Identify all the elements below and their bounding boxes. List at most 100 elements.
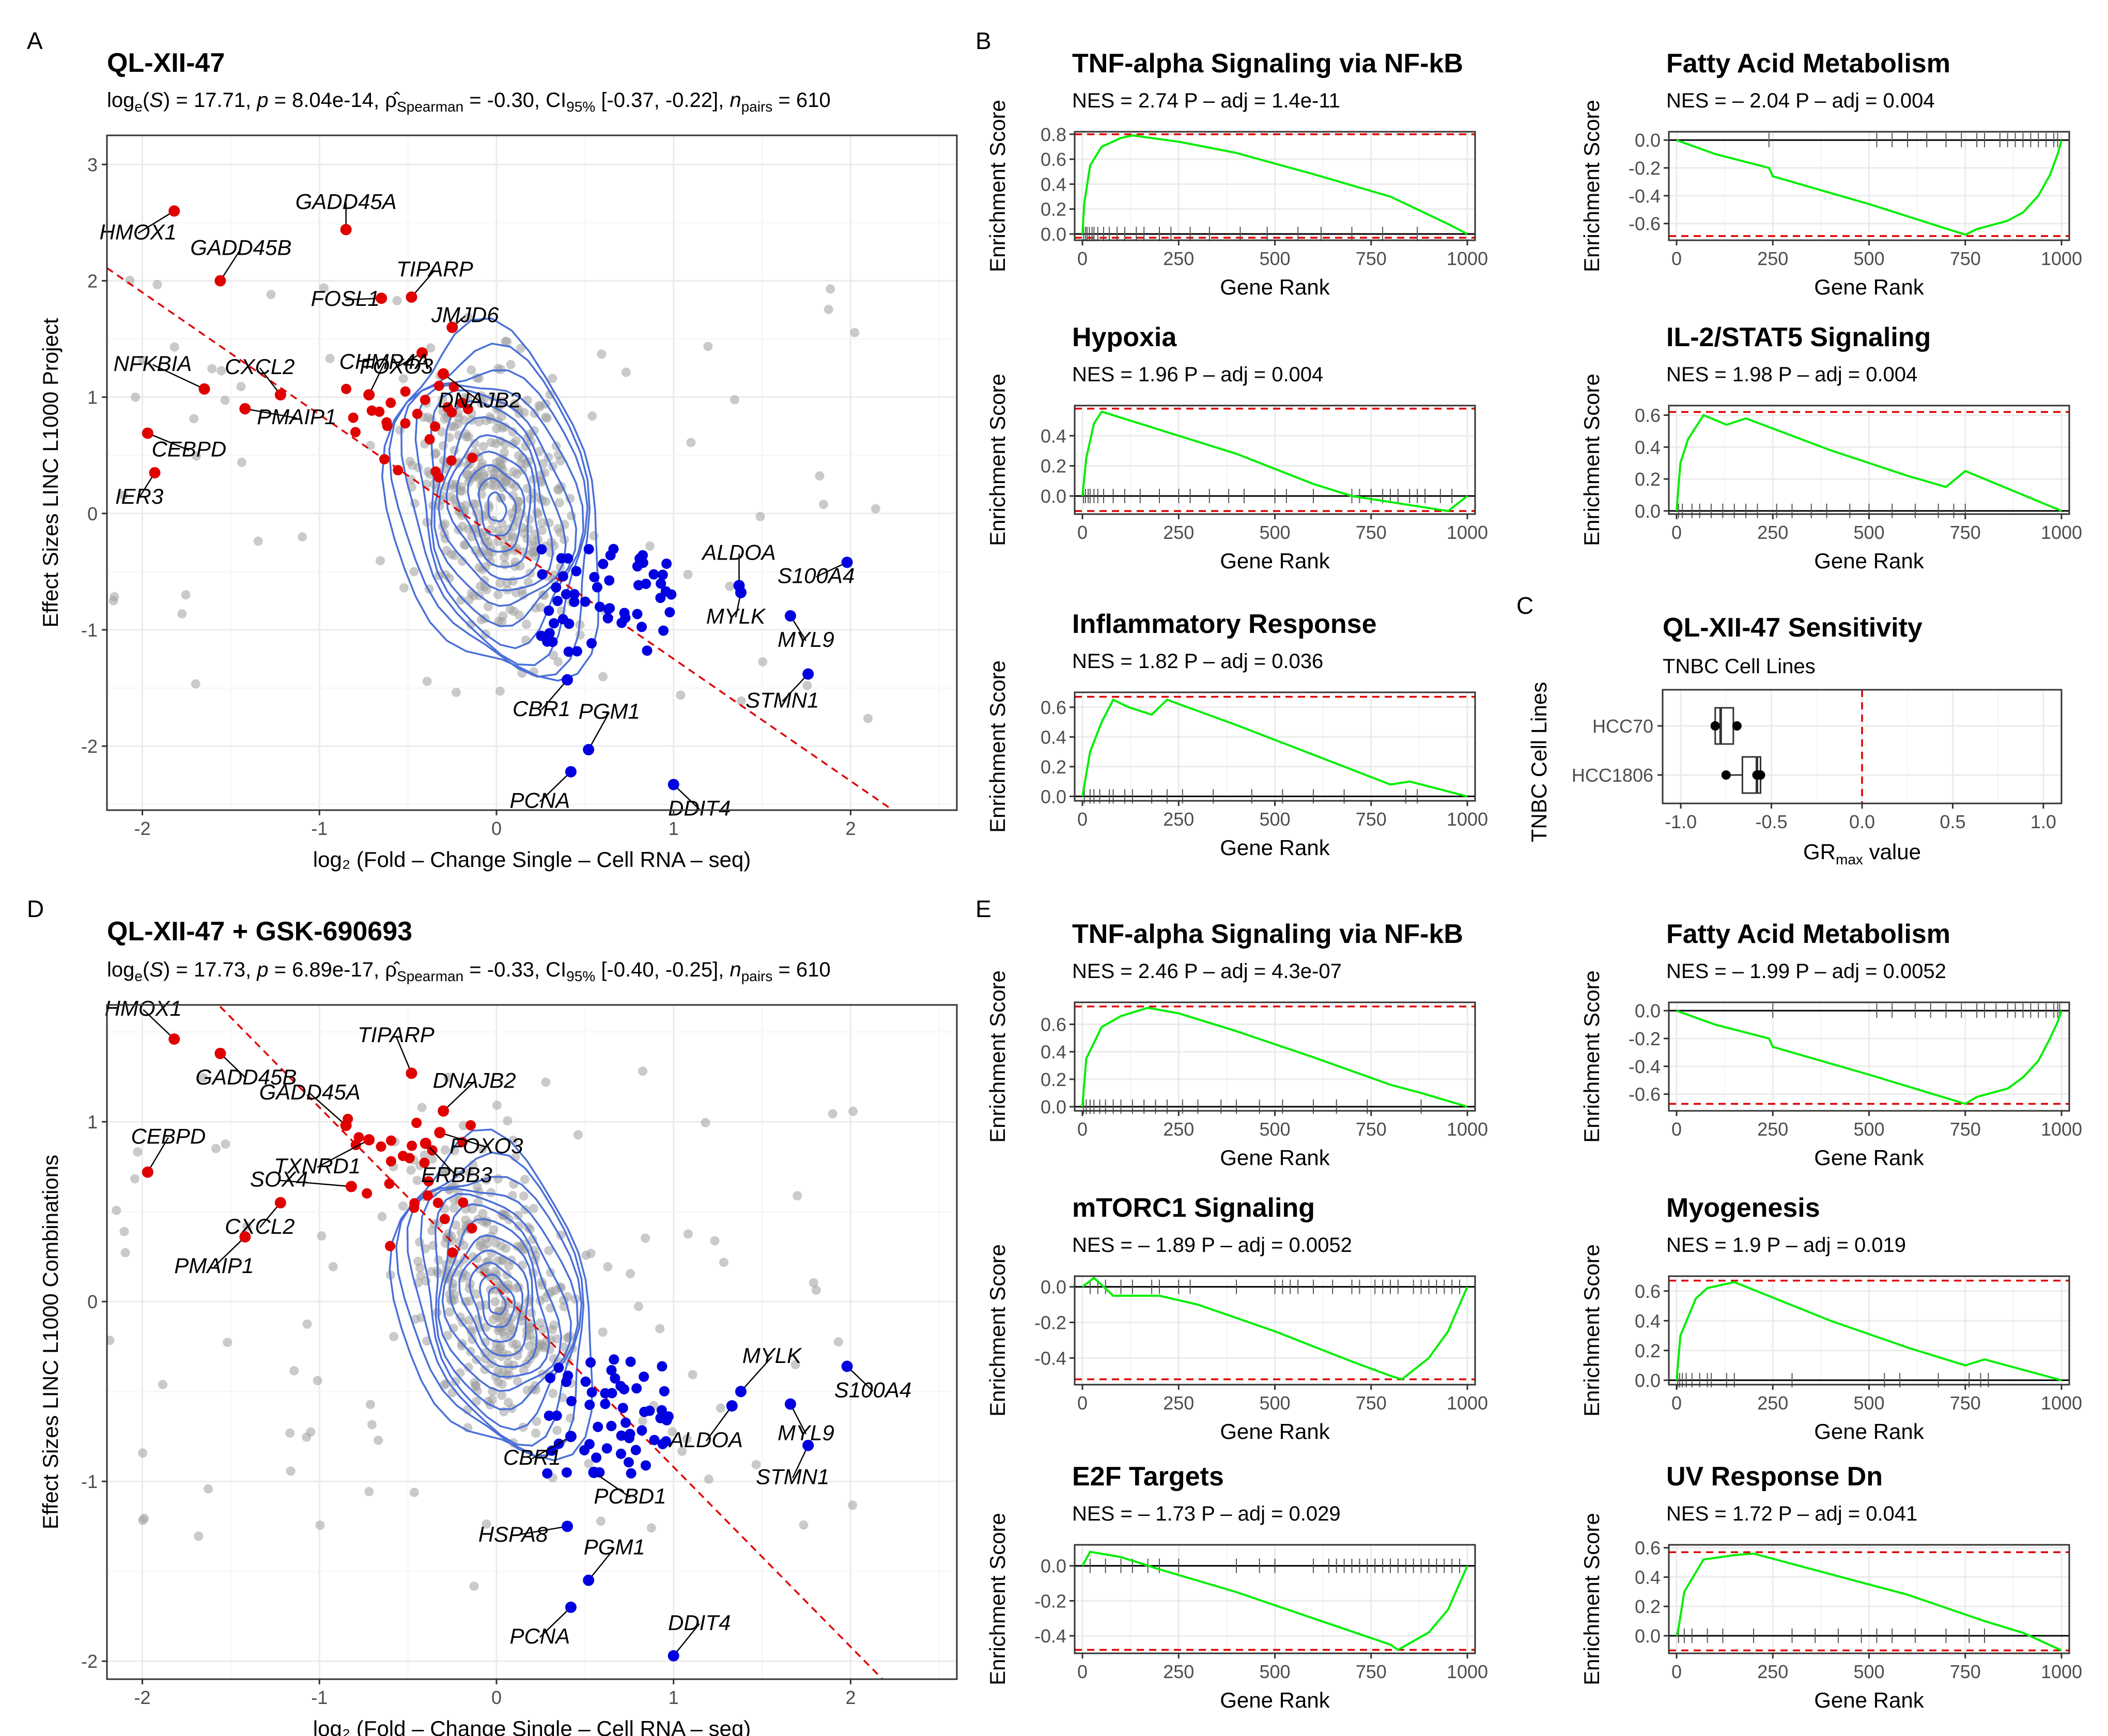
y-tick-label: -2 [81,736,98,757]
y-tick-label: 0.0 [1041,1096,1066,1118]
y-tick-label: 0.6 [1635,405,1661,426]
downregulated-point [636,622,647,632]
gsea-panel-b4: IL-2/STAT5 Signaling NES = 1.98 P – adj =… [1579,322,2082,573]
background-point [470,439,479,448]
background-point [325,353,335,363]
background-point [406,474,416,484]
x-axis-title: log₂ (Fold – Change Single – Cell RNA – … [313,1716,751,1736]
gene-point-stmn1 [802,668,814,680]
gene-label-stmn1: STMN1 [756,1465,829,1489]
density-contour [445,434,540,581]
gene-point-stmn1 [802,1439,814,1451]
panel-border [106,1004,958,1680]
gsea-stats: NES = 1.96 P – adj = 0.004 [1072,363,1323,386]
background-point [409,1487,419,1497]
x-tick-label: 500 [1259,522,1290,543]
x-tick-label: 750 [1356,248,1387,269]
downregulated-point [551,1411,562,1421]
background-point [584,1459,594,1468]
background-point [221,1139,230,1149]
y-tick-label: -0.4 [1629,185,1661,207]
x-tick-label: 0 [1671,1392,1682,1414]
downregulated-point [666,589,677,600]
density-contour [441,1218,550,1378]
background-point [633,1301,643,1311]
background-point [365,1400,375,1409]
upregulated-point [385,397,396,408]
gsea-title: Inflammatory Response [1072,609,1377,639]
background-point [646,1523,656,1533]
upregulated-point [366,405,377,416]
gene-point-pcna [565,1601,577,1613]
scatter-panel-d: HMOX1 GADD45B TIPARP GADD45A DNAJB2 FOXO3 TXNR… [38,996,958,1736]
background-point [677,1446,687,1456]
background-point [487,480,497,490]
panel-letter-b: B [975,27,991,54]
background-point [253,536,263,546]
x-tick-label: 250 [1757,1392,1788,1414]
enrichment-curve [1676,139,2063,236]
downregulated-point [598,559,609,569]
x-axis-title: Gene Rank [1220,1688,1330,1712]
gene-point-foxo3 [416,347,428,359]
background-point [554,485,564,495]
background-point [503,1116,513,1126]
gene-point-hspa8 [562,1521,574,1532]
x-axis-title: GRmax value [1803,840,1921,867]
gene-point-ddit4 [668,1650,679,1662]
background-point [451,1220,461,1230]
background-point [440,1168,450,1178]
y-axis-title: Enrichment Score [985,1244,1010,1417]
density-contour [467,464,525,553]
label-leader-line [317,1139,369,1168]
x-tick-label: 1000 [1447,1392,1488,1414]
background-point [409,567,419,577]
x-tick-label: 250 [1757,522,1788,543]
label-leader-line [245,408,297,419]
background-point [463,431,473,441]
enrichment-curve [1676,414,2062,512]
background-point [467,365,476,375]
background-point [493,590,503,599]
gsea-stats: NES = 1.82 P – adj = 0.036 [1072,650,1323,673]
label-leader-line [593,1471,631,1498]
label-leader-line [846,1366,874,1392]
y-axis-title: Effect Sizes LINC L1000 Project [38,318,63,628]
downregulated-point [655,593,666,603]
gene-point-pgm1 [583,1574,595,1586]
enrichment-curve [1676,1552,2062,1652]
background-point [554,498,564,508]
downregulated-point [586,1387,597,1398]
downregulated-point [584,1400,595,1411]
x-tick-label: 250 [1163,1392,1194,1414]
downregulated-point [563,553,574,564]
background-point [758,657,768,667]
background-point [504,1261,514,1271]
x-axis-title: Gene Rank [1814,549,1924,573]
label-leader-line [411,270,436,298]
background-point [365,441,375,451]
x-tick-label: 0 [1077,1392,1088,1414]
background-point [437,427,447,437]
upregulated-point [362,1188,373,1199]
x-tick-label: 0.0 [1849,811,1875,832]
background-point [440,414,450,424]
background-point [500,540,510,550]
x-tick-label: -1.0 [1665,811,1697,832]
downregulated-point [536,630,547,641]
x-tick-label: 0 [491,1687,502,1708]
label-leader-line [137,210,175,234]
gsea-panel-b3: Hypoxia NES = 1.96 P – adj = 0.004 0 250 500… [985,322,1488,573]
plot-area [107,1005,884,1679]
background-point [468,1204,477,1214]
x-tick-label: 500 [1259,1119,1290,1140]
background-point [456,595,466,605]
downregulated-point [602,613,613,624]
enrichment-curve [1081,1006,1468,1108]
gene-label-cebpd: CEBPD [131,1124,206,1149]
background-point [488,1315,498,1325]
gene-point-erbb3 [420,1137,431,1149]
gene-label-foxo3: FOXO3 [360,354,433,378]
background-point [491,1266,501,1276]
